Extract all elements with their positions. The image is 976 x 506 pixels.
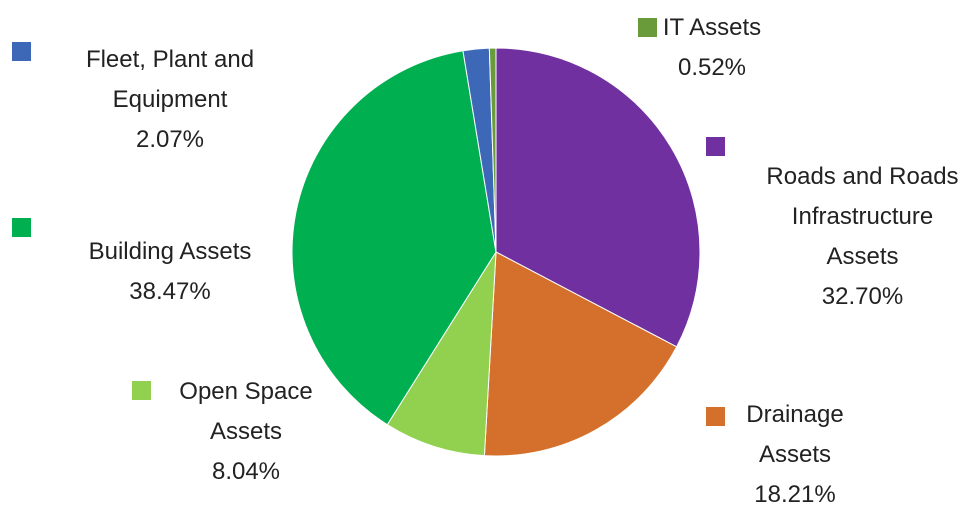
pie-slice xyxy=(495,47,701,348)
legend-marker xyxy=(706,137,725,156)
value-label: 18.21% xyxy=(754,481,836,506)
value-label: 32.70% xyxy=(821,283,904,310)
value-label: 0.52% xyxy=(677,54,747,81)
legend-marker xyxy=(706,407,725,426)
category-label: Roads and Roads Infrastructure Assets xyxy=(766,163,959,270)
value-label: 38.47% xyxy=(129,278,211,305)
pie-slice xyxy=(291,50,497,426)
category-label: Building Assets xyxy=(88,238,252,265)
pie-slice xyxy=(483,251,678,457)
category-label: Open Space Assets xyxy=(179,378,313,445)
value-label: 2.07% xyxy=(135,126,205,153)
pie-slice xyxy=(386,251,497,457)
slice-label: IT Assets 0.52% xyxy=(637,8,787,88)
slice-label: Drainage Assets 18.21% xyxy=(735,395,855,506)
legend-marker xyxy=(12,42,31,61)
slice-label: Fleet, Plant and Equipment 2.07% xyxy=(50,40,290,160)
slice-label: Building Assets 38.47% xyxy=(50,232,290,312)
legend-marker xyxy=(132,381,151,400)
category-label: IT Assets xyxy=(662,14,762,41)
legend-marker xyxy=(638,18,657,37)
value-label: 8.04% xyxy=(211,458,281,485)
pie-slice xyxy=(488,47,497,253)
category-label: Fleet, Plant and Equipment xyxy=(85,46,255,113)
slice-label: Open Space Assets 8.04% xyxy=(166,372,326,492)
category-label: Drainage Assets xyxy=(746,401,844,468)
legend-marker xyxy=(12,218,31,237)
slice-label: Roads and Roads Infrastructure Assets 32.… xyxy=(755,157,970,317)
